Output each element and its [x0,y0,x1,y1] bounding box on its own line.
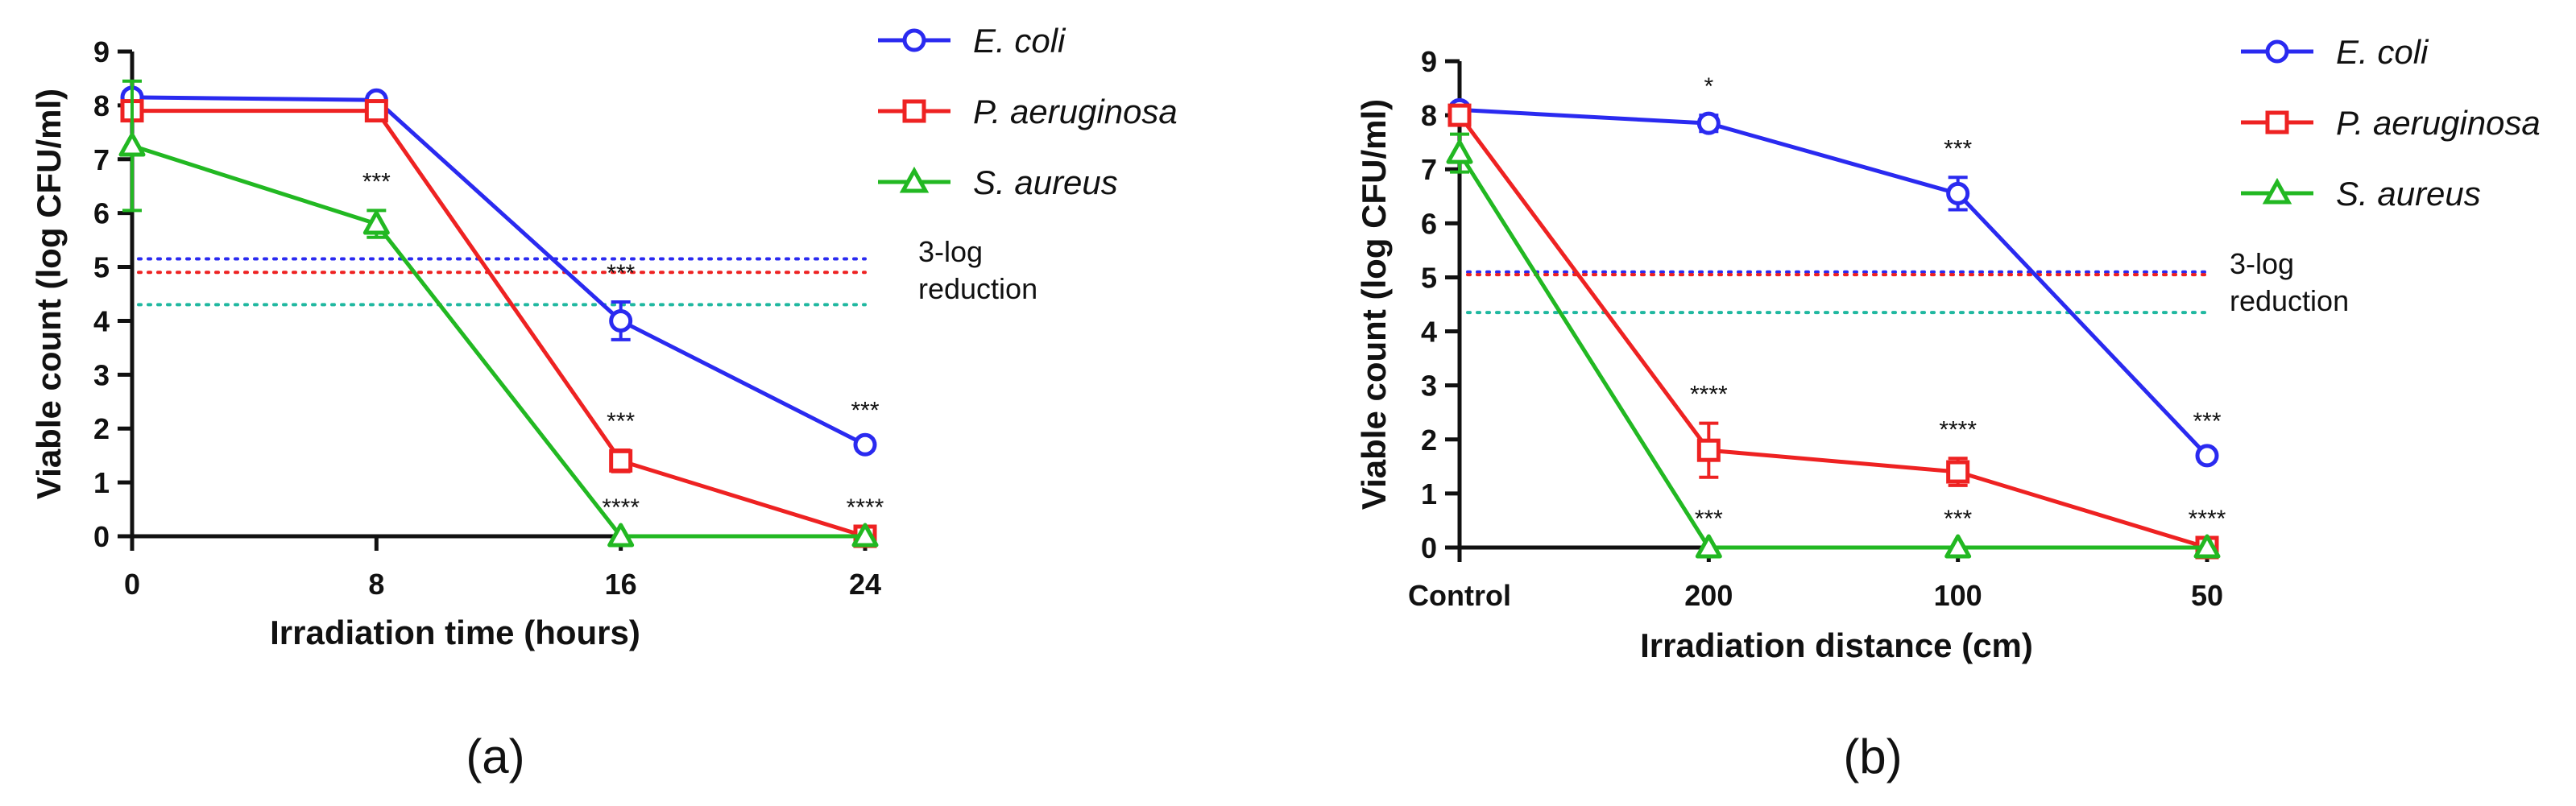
data-point-square [1696,438,1721,462]
panel-label: (b) [1843,730,1902,783]
legend-marker [2265,39,2289,64]
data-point-square [364,99,388,123]
panel-label: (a) [466,730,524,783]
chart-panel-a: 3-log reduction 0 1 2 3 4 5 6 7 8 9 0 8 16 24 Irradiatio… [30,22,1178,783]
y-tick-label: 0 [93,520,110,553]
legend-marker [899,166,930,193]
y-tick-label: 3 [93,358,110,391]
significance-marker: *** [607,408,635,435]
y-tick-label: 5 [1421,261,1437,294]
data-point-triangle [2193,534,2221,559]
series-s--aureus: *** *** S. aureus [1446,132,2481,559]
y-tick-label: 7 [1421,153,1437,186]
legend-marker [902,99,926,123]
significance-marker: *** [607,260,635,287]
series-line [1459,107,2209,457]
reference-label: reduction [2230,284,2349,317]
data-point-circle [1696,111,1721,135]
y-tick-label: 2 [1421,424,1437,457]
legend-label: S. aureus [2336,175,2481,213]
y-tick-label: 8 [93,89,110,122]
series-p--aeruginosa: ************P. aeruginosa [1447,103,2541,560]
legend-label: E. coli [2336,33,2429,71]
significance-marker: **** [1939,416,1977,443]
y-tick-label: 1 [1421,477,1437,510]
series-line [131,143,865,539]
y-tick-label: 2 [93,412,110,445]
data-point-square [1447,103,1472,127]
y-tick-label: 1 [93,466,110,499]
significance-marker: *** [1944,135,1972,162]
series-line [131,95,867,447]
data-point-circle [853,432,877,457]
x-tick-label: 50 [2191,579,2223,612]
reference-label: 3-log [2230,247,2294,280]
data-point-triangle [118,132,146,157]
significance-marker: **** [602,494,640,521]
data-point-circle [1946,181,1970,205]
series-p--aeruginosa: *******P. aeruginosa [120,93,1178,548]
data-point-square [609,448,633,473]
significance-marker: *** [851,398,879,424]
series-line [132,109,866,539]
x-tick-label: 24 [849,568,881,601]
series-line [1457,151,2207,550]
legend-label: E. coli [973,22,1066,60]
y-tick-label: 9 [1421,45,1437,78]
x-tick-label: 0 [124,568,140,601]
x-tick-label: 200 [1684,579,1733,612]
legend-label: P. aeruginosa [973,93,1178,130]
chart-panel-b: 3-log reduction 0 1 2 3 4 5 6 7 8 9 Control 200 100 50 I… [1355,33,2541,783]
significance-marker: *** [362,168,391,195]
data-point-triangle [1695,534,1722,559]
significance-marker: *** [1944,506,1972,532]
data-point-triangle [851,523,879,548]
y-tick-label: 3 [1421,370,1437,403]
y-tick-label: 5 [93,251,110,284]
x-tick-label: Control [1408,579,1511,612]
significance-marker: **** [2189,506,2226,532]
significance-marker: **** [847,494,884,521]
data-point-triangle [1944,534,1972,559]
legend-label: P. aeruginosa [2336,104,2541,142]
x-axis-label: Irradiation distance (cm) [1640,626,2033,664]
y-tick-label: 7 [93,143,110,176]
data-point-circle [2195,444,2219,468]
y-axis-label: Viable count (log CFU/ml) [1355,99,1393,510]
significance-marker: *** [1695,506,1723,532]
data-point-triangle [362,210,390,235]
reference-label: reduction [918,272,1037,305]
significance-marker: **** [1690,382,1728,408]
reference-label: 3-log [918,235,983,268]
legend-label: S. aureus [973,163,1118,201]
x-axis-label: Irradiation time (hours) [270,614,640,651]
legend-marker [2262,177,2292,205]
y-tick-label: 4 [1421,316,1437,349]
y-tick-label: 6 [93,197,110,230]
x-tick-label: 16 [605,568,637,601]
data-point-triangle [1446,139,1473,164]
y-tick-label: 9 [93,35,110,68]
data-point-square [1946,460,1970,484]
data-point-circle [609,308,633,333]
x-tick-label: 100 [1934,579,1982,612]
legend-marker [2265,110,2289,134]
y-tick-label: 6 [1421,207,1437,240]
y-tick-label: 8 [1421,99,1437,132]
data-point-triangle [607,523,635,548]
y-axis-label: Viable count (log CFU/ml) [30,89,68,499]
significance-marker: * [1704,73,1713,100]
x-tick-label: 8 [368,568,384,601]
y-tick-label: 4 [93,304,110,337]
legend-marker [902,28,926,52]
y-tick-label: 0 [1421,531,1437,564]
series-s--aureus: *******S. aureus [118,79,1118,548]
series-line [1457,114,2208,550]
significance-marker: *** [2193,408,2221,435]
